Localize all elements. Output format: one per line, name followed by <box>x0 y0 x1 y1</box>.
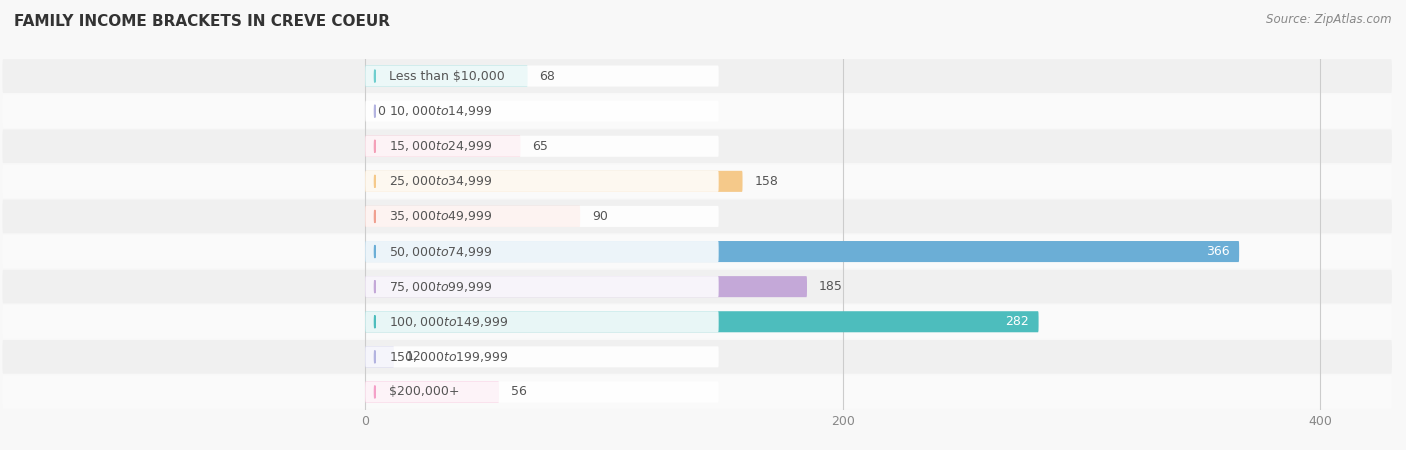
Text: $50,000 to $74,999: $50,000 to $74,999 <box>389 244 492 259</box>
Text: FAMILY INCOME BRACKETS IN CREVE COEUR: FAMILY INCOME BRACKETS IN CREVE COEUR <box>14 14 389 28</box>
Text: $200,000+: $200,000+ <box>389 386 460 398</box>
Text: Source: ZipAtlas.com: Source: ZipAtlas.com <box>1267 14 1392 27</box>
Text: 56: 56 <box>510 386 527 398</box>
Text: $35,000 to $49,999: $35,000 to $49,999 <box>389 209 492 224</box>
Text: $10,000 to $14,999: $10,000 to $14,999 <box>389 104 492 118</box>
FancyBboxPatch shape <box>366 101 718 122</box>
Text: 65: 65 <box>533 140 548 153</box>
FancyBboxPatch shape <box>366 241 718 262</box>
FancyBboxPatch shape <box>366 66 527 86</box>
FancyBboxPatch shape <box>3 340 1392 374</box>
FancyBboxPatch shape <box>3 270 1392 303</box>
FancyBboxPatch shape <box>3 165 1392 198</box>
Text: 185: 185 <box>818 280 842 293</box>
Text: $25,000 to $34,999: $25,000 to $34,999 <box>389 174 492 189</box>
Text: 0: 0 <box>377 105 385 117</box>
FancyBboxPatch shape <box>3 59 1392 93</box>
Text: Less than $10,000: Less than $10,000 <box>389 70 505 82</box>
FancyBboxPatch shape <box>366 382 718 402</box>
FancyBboxPatch shape <box>366 66 718 86</box>
FancyBboxPatch shape <box>366 276 718 297</box>
Text: 68: 68 <box>540 70 555 82</box>
FancyBboxPatch shape <box>366 206 581 227</box>
FancyBboxPatch shape <box>3 130 1392 163</box>
Text: $75,000 to $99,999: $75,000 to $99,999 <box>389 279 492 294</box>
FancyBboxPatch shape <box>366 171 742 192</box>
FancyBboxPatch shape <box>366 241 1239 262</box>
FancyBboxPatch shape <box>366 382 499 402</box>
Text: $100,000 to $149,999: $100,000 to $149,999 <box>389 315 509 329</box>
FancyBboxPatch shape <box>366 311 1039 332</box>
Text: 90: 90 <box>592 210 607 223</box>
FancyBboxPatch shape <box>3 305 1392 338</box>
Text: 282: 282 <box>1005 315 1029 328</box>
Text: 12: 12 <box>406 351 422 363</box>
Text: $15,000 to $24,999: $15,000 to $24,999 <box>389 139 492 153</box>
FancyBboxPatch shape <box>366 206 718 227</box>
FancyBboxPatch shape <box>366 136 718 157</box>
FancyBboxPatch shape <box>366 311 718 332</box>
FancyBboxPatch shape <box>366 346 718 367</box>
FancyBboxPatch shape <box>366 136 520 157</box>
FancyBboxPatch shape <box>366 171 718 192</box>
FancyBboxPatch shape <box>3 94 1392 128</box>
FancyBboxPatch shape <box>366 276 807 297</box>
Text: 366: 366 <box>1206 245 1230 258</box>
Text: $150,000 to $199,999: $150,000 to $199,999 <box>389 350 509 364</box>
FancyBboxPatch shape <box>3 235 1392 268</box>
FancyBboxPatch shape <box>3 200 1392 233</box>
FancyBboxPatch shape <box>366 346 394 367</box>
FancyBboxPatch shape <box>3 375 1392 409</box>
Text: 158: 158 <box>755 175 779 188</box>
